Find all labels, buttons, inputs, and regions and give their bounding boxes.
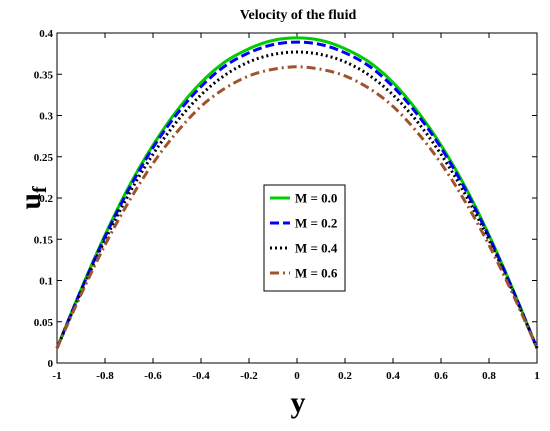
x-axis: -1 -0.8 -0.6 -0.4 -0.2 0 0.2 0.4 0.6 0.8 1 bbox=[52, 33, 540, 382]
y-axis: 0 0.05 0.1 0.15 0.2 0.25 0.3 0.35 0.4 bbox=[34, 28, 537, 370]
series-lines bbox=[55, 36, 539, 349]
x-tick-label: -0.2 bbox=[240, 370, 258, 382]
legend-label: M = 0.0 bbox=[295, 191, 337, 206]
y-tick-label: 0.2 bbox=[39, 193, 53, 205]
legend: M = 0.0 M = 0.2 M = 0.4 M = 0.6 bbox=[263, 184, 346, 292]
y-tick-label: 0.35 bbox=[34, 69, 54, 81]
y-axis-label: uf bbox=[14, 186, 51, 210]
legend-label: M = 0.6 bbox=[295, 266, 338, 281]
y-axis-label-group: uf bbox=[14, 186, 51, 210]
legend-label: M = 0.2 bbox=[295, 216, 337, 231]
y-axis-label-main: u bbox=[14, 193, 47, 210]
x-tick-label: 0.4 bbox=[386, 370, 400, 382]
series-line-2 bbox=[55, 50, 539, 349]
x-tick-label: 0.6 bbox=[434, 370, 448, 382]
y-tick-label: 0.4 bbox=[39, 28, 53, 40]
y-tick-label: 0.15 bbox=[34, 234, 54, 246]
series-line-3 bbox=[55, 65, 539, 349]
x-tick-label: 1 bbox=[534, 370, 540, 382]
y-tick-label: 0.05 bbox=[34, 317, 54, 329]
y-tick-label: 0 bbox=[48, 358, 54, 370]
x-tick-label: -0.6 bbox=[144, 370, 162, 382]
x-tick-label: 0 bbox=[294, 370, 300, 382]
y-axis-label-subscript: f bbox=[29, 186, 51, 193]
x-tick-label: 0.8 bbox=[482, 370, 496, 382]
y-tick-label: 0.3 bbox=[39, 111, 53, 123]
chart-title: Velocity of the fluid bbox=[240, 8, 357, 23]
x-tick-label: -0.4 bbox=[192, 370, 210, 382]
x-axis-label: y bbox=[291, 386, 306, 419]
x-tick-label: 0.2 bbox=[338, 370, 352, 382]
series-line-1 bbox=[55, 40, 539, 349]
y-tick-label: 0.25 bbox=[34, 152, 54, 164]
x-tick-label: -0.8 bbox=[96, 370, 114, 382]
legend-label: M = 0.4 bbox=[295, 241, 338, 256]
x-tick-label: -1 bbox=[52, 370, 61, 382]
y-tick-label: 0.1 bbox=[39, 276, 53, 288]
